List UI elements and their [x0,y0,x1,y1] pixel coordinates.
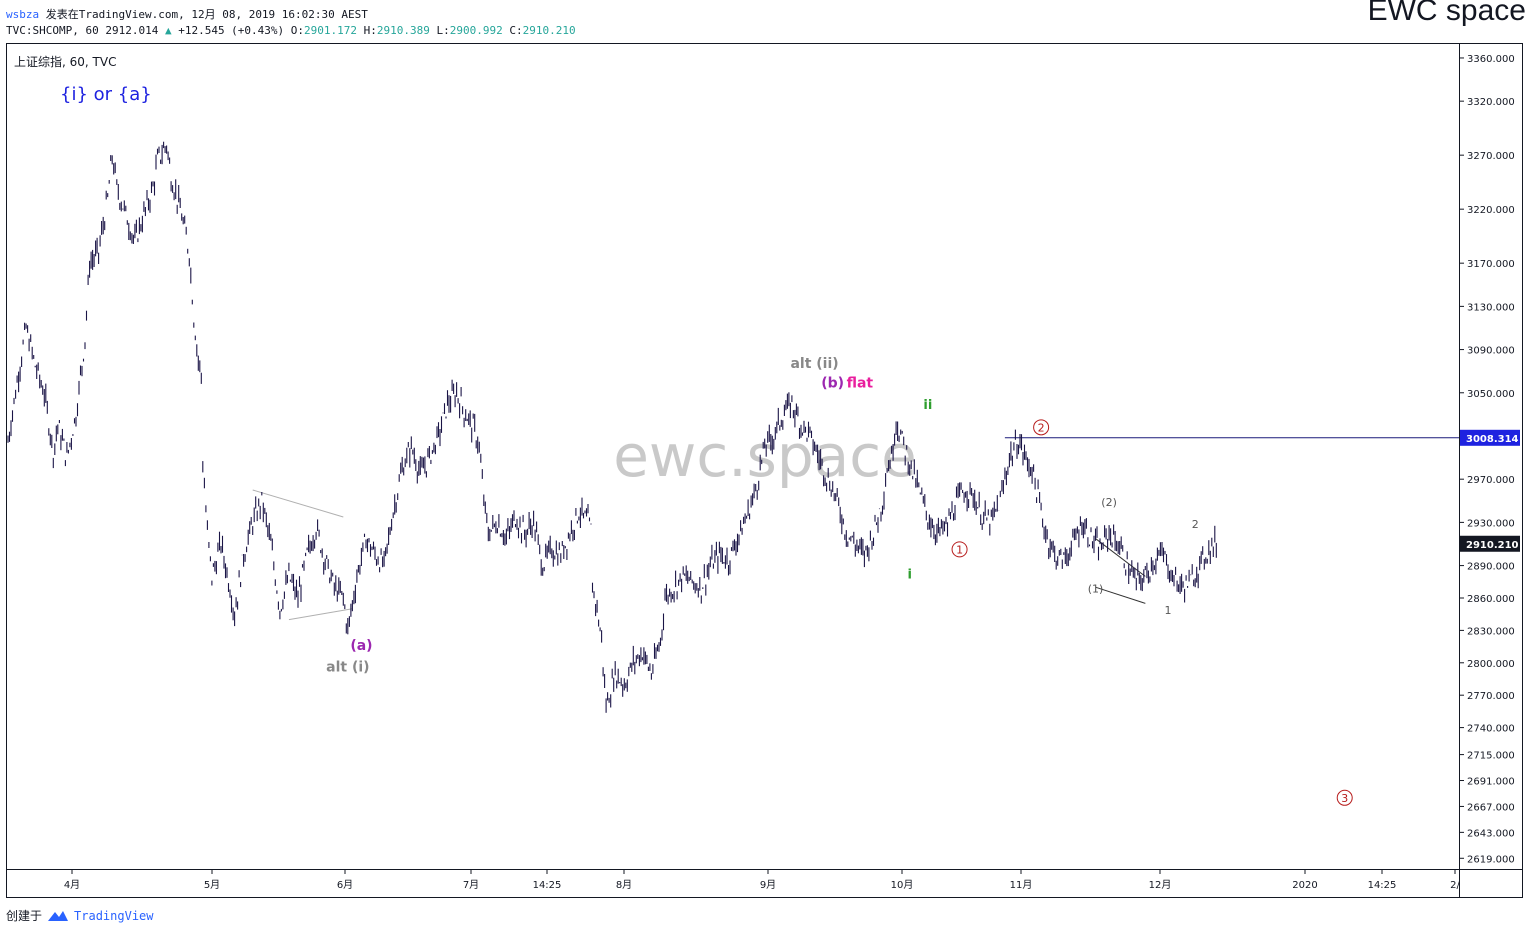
close-value: 2910.210 [522,24,576,37]
created-by-label: 创建于 [6,909,43,923]
wave-label: (1) [1088,583,1104,596]
watermark: ewc.space [613,422,917,490]
price-change: +12.545 (+0.43%) [178,24,285,37]
wave-label: (2) [1101,496,1117,509]
resistance-level[interactable]: 3008.314 [1004,429,1520,446]
ohlc-line: TVC:SHCOMP, 60 2912.014 ▲ +12.545 (+0.43… [6,24,576,37]
tradingview-logo-icon [48,910,69,921]
y-tick-label: 2740.000 [1467,724,1515,735]
chart-title: 上证综指, 60, TVC [14,54,116,69]
y-tick-label: 3130.000 [1467,302,1515,313]
x-tick-label: 10月 [891,879,914,891]
y-tick-label: 2930.000 [1467,518,1515,529]
high-label: H: [363,24,377,37]
y-tick-label: 2770.000 [1467,691,1515,702]
brand-title: EWC space [1367,0,1526,27]
trendline [288,608,353,621]
up-arrow-icon: ▲ [164,24,172,37]
y-tick-label: 2667.000 [1467,802,1515,813]
x-tick-label: 4月 [64,879,80,891]
wave-circle [951,541,968,558]
last-price-tag: 2910.210 [1460,535,1520,552]
x-tick-label: 11月 [1010,879,1033,891]
open-label: O: [290,24,305,37]
corner-wave-label: {i} or {a} [60,84,152,105]
y-tick-label: 3270.000 [1467,151,1515,162]
low-value: 2900.992 [449,24,503,37]
open-value: 2901.172 [304,24,358,37]
wave-label: i [907,568,911,583]
wave-label: (b) [821,375,844,391]
wave-circle [1336,789,1353,806]
y-tick-label: 2890.000 [1467,562,1515,573]
trendline [1095,586,1146,604]
x-tick-label: 5月 [204,879,220,891]
tradingview-link[interactable]: TradingView [74,908,154,923]
wave-label: flat [847,375,874,391]
y-tick-label: 2715.000 [1467,751,1515,762]
wave-label: 3 [1341,792,1348,805]
last-price-bg [1460,535,1520,552]
time-axis[interactable]: 4月 5月 6月 7月 14:25 8月 9月 10月 11月 12月 2020 14:25 2/ [64,869,1461,891]
close-label: C: [509,24,523,37]
wave-label: 2 [1192,518,1199,531]
x-tick-label: 12月 [1149,879,1172,891]
y-tick-label: 3170.000 [1467,259,1515,270]
y-tick-label: 2830.000 [1467,626,1515,637]
wave-label: 1 [956,543,963,556]
y-tick-label: 3360.000 [1467,54,1515,65]
x-tick-label: 2/ [1450,880,1460,891]
x-tick-label: 9月 [760,879,776,891]
wave-label: 1 [1165,604,1172,617]
chart-frame [6,43,1523,898]
wave-label: 2 [1038,421,1045,434]
wave-circle [1033,419,1050,436]
y-tick-label: 3320.000 [1467,97,1515,108]
price-axis[interactable]: 3360.000 3320.000 3270.000 3220.000 3170.000… [1459,54,1515,865]
price-series [7,141,1217,713]
y-tick-label: 2619.000 [1467,854,1515,865]
low-label: L: [436,24,450,37]
high-value: 2910.389 [376,24,430,37]
wave-label: ii [923,398,932,413]
footer: 创建于 TradingView [6,907,154,924]
x-tick-label: 7月 [463,879,479,891]
wave-label: alt (i) [326,659,369,675]
x-tick-label: 14:25 [533,880,562,891]
wave-label: (a) [350,638,372,654]
trendlines[interactable] [252,489,1146,621]
wave-label: alt (ii) [790,356,838,372]
x-tick-label: 2020 [1292,880,1317,891]
y-tick-label: 2691.000 [1467,777,1515,788]
y-tick-label: 3090.000 [1467,346,1515,357]
symbol-info: TVC:SHCOMP, 60 2912.014 [6,24,159,37]
y-tick-label: 3050.000 [1467,389,1515,400]
publish-info: 发表在TradingView.com, 12月 08, 2019 16:02:3… [45,8,368,21]
x-tick-label: 8月 [616,879,632,891]
level-tag-bg [1460,429,1520,446]
trendline [252,489,344,518]
last-price-label: 2910.210 [1466,540,1519,551]
trendline [1095,538,1146,577]
y-tick-label: 2970.000 [1467,475,1515,486]
x-tick-label: 14:25 [1368,880,1397,891]
y-tick-label: 2860.000 [1467,594,1515,605]
publish-line: wsbza 发表在TradingView.com, 12月 08, 2019 1… [6,6,368,22]
username-link[interactable]: wsbza [6,8,40,21]
x-tick-label: 6月 [337,879,353,891]
level-tag-label: 3008.314 [1466,434,1519,445]
y-tick-label: 2800.000 [1467,659,1515,670]
y-tick-label: 2643.000 [1467,828,1515,839]
y-tick-label: 3220.000 [1467,205,1515,216]
